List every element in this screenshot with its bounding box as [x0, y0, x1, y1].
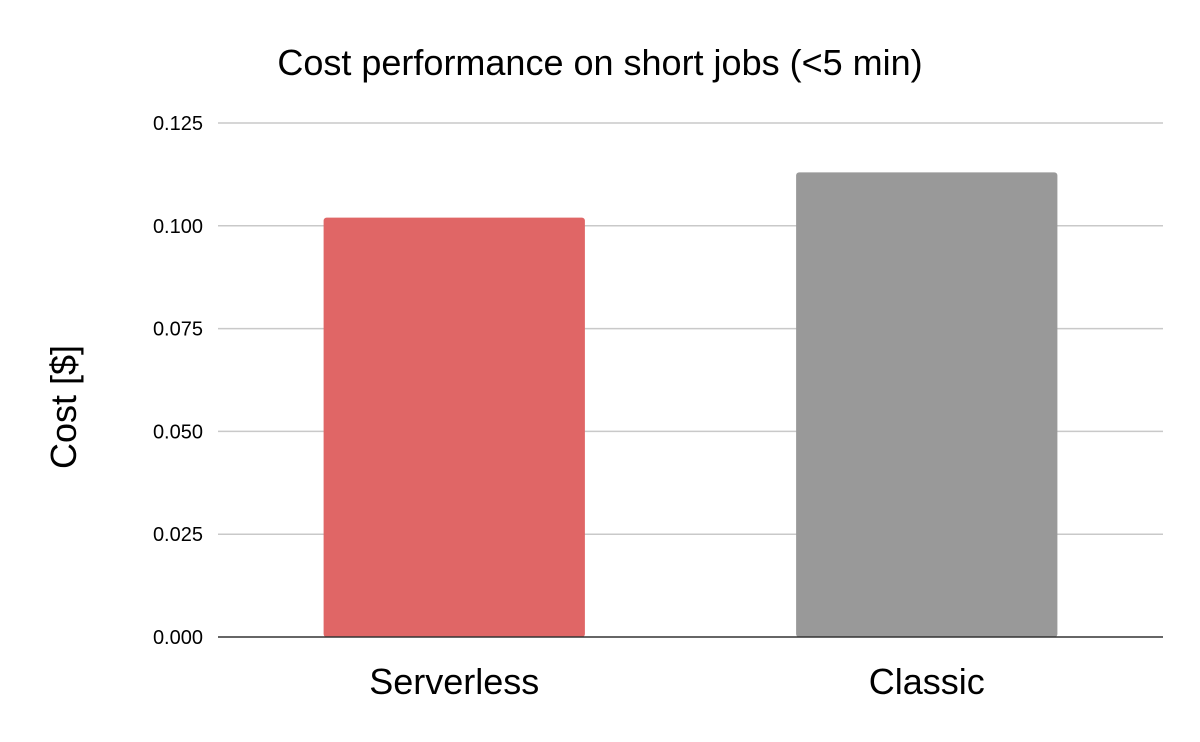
- y-tick-label: 0.125: [153, 113, 203, 135]
- y-tick-label: 0.050: [153, 421, 203, 443]
- x-tick-label: Serverless: [369, 661, 539, 702]
- bar-classic: [796, 172, 1058, 637]
- chart-title: Cost performance on short jobs (<5 min): [277, 42, 922, 83]
- y-axis-ticks: 0.000 0.025 0.050 0.075 0.100 0.125: [153, 113, 203, 649]
- x-tick-label: Classic: [869, 661, 985, 702]
- y-tick-label: 0.000: [153, 627, 203, 649]
- y-tick-label: 0.075: [153, 319, 203, 341]
- bar-serverless: [323, 217, 585, 638]
- y-axis-title: Cost [$]: [43, 345, 84, 469]
- y-tick-label: 0.025: [153, 524, 203, 546]
- y-tick-label: 0.100: [153, 216, 203, 238]
- bars: [323, 172, 1058, 638]
- x-axis-labels: Serverless Classic: [369, 661, 985, 702]
